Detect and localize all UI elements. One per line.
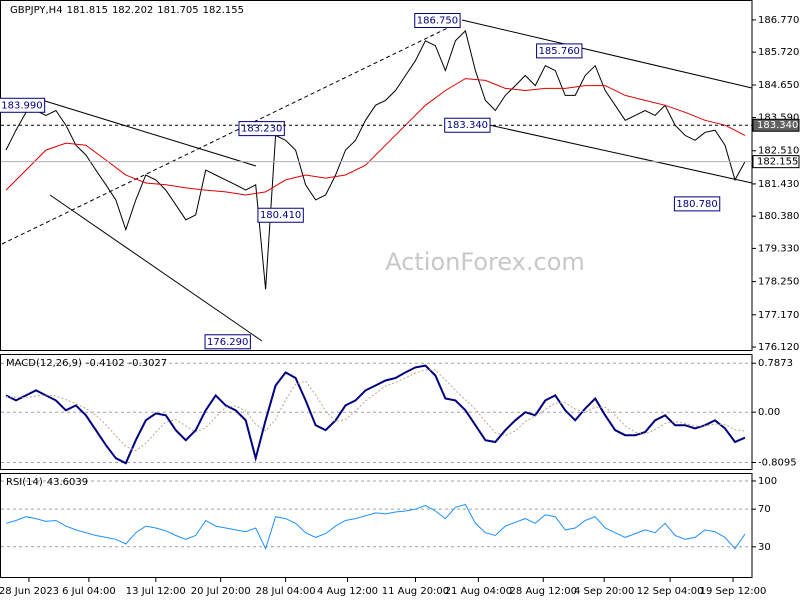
- x-tick-label: 28 Jun 2023: [0, 586, 59, 597]
- signal-value: -0.3027: [129, 358, 168, 369]
- series-line: [5, 503, 746, 551]
- y-tick-label: 185.720: [758, 47, 799, 58]
- axis-price-label: 183.340: [757, 120, 798, 131]
- annotation-box: [414, 13, 461, 29]
- y-tick-label: 180.380: [758, 211, 799, 222]
- annotation-label: 183.230: [241, 124, 282, 135]
- panel-title: MACD(12,26,9) -0.4102 -0.3027: [6, 358, 167, 369]
- open-price: 181.815: [67, 5, 108, 16]
- panel-title: RSI(14) 43.6039: [6, 477, 88, 488]
- x-tick-label: 20 Jul 20:00: [191, 586, 251, 597]
- indicator-name: MACD(12,26,9): [6, 358, 82, 369]
- x-tick-label: 21 Aug 04:00: [445, 586, 512, 597]
- y-tick-label: 0.00: [758, 407, 780, 418]
- panel-frame: [0, 473, 753, 578]
- y-tick-label: 178.250: [758, 277, 799, 288]
- annotation-box: [536, 43, 583, 59]
- x-tick-label: 6 Jul 04:00: [62, 586, 116, 597]
- annotation-box: [444, 117, 491, 133]
- x-tick-label: 4 Aug 12:00: [317, 586, 378, 597]
- y-tick-label: 0.7873: [758, 358, 793, 369]
- axis-price-label: 182.155: [757, 157, 798, 168]
- annotation-label: 180.780: [676, 199, 717, 210]
- y-tick-label: 184.650: [758, 80, 799, 91]
- y-tick-label: 181.430: [758, 179, 799, 190]
- trend-line: [1, 21, 461, 245]
- panel-frame: [0, 354, 753, 470]
- annotation-label: 183.990: [1, 100, 42, 111]
- macd-value: -0.4102: [86, 358, 125, 369]
- axis-price-box: [752, 155, 800, 169]
- y-tick-label: 177.170: [758, 310, 799, 321]
- x-tick-label: 4 Sep 20:00: [574, 586, 634, 597]
- x-tick-label: 13 Jul 12:00: [126, 586, 186, 597]
- indicator-name: RSI(14): [6, 477, 43, 488]
- high-price: 182.202: [112, 5, 153, 16]
- annotation-box: [673, 196, 721, 212]
- rsi-value: 43.6039: [47, 477, 88, 488]
- annotation-label: 176.290: [207, 337, 248, 348]
- x-tick-label: 28 Aug 12:00: [510, 586, 577, 597]
- annotation-label: 185.760: [539, 46, 580, 57]
- symbol: GBPJPY,H4: [10, 5, 63, 16]
- y-tick-label: 182.510: [758, 146, 799, 157]
- annotation-box: [257, 207, 304, 223]
- close-price: 182.155: [203, 5, 244, 16]
- trend-line: [461, 19, 753, 89]
- trend-line: [479, 122, 753, 184]
- y-tick-label: 70: [758, 504, 771, 515]
- annotation-box: [204, 334, 251, 350]
- annotation-label: 183.340: [447, 120, 488, 131]
- y-tick-label: 176.120: [758, 342, 799, 353]
- x-tick-label: 28 Jul 04:00: [256, 586, 316, 597]
- low-price: 181.705: [157, 5, 198, 16]
- panel-frame: [0, 0, 753, 351]
- y-tick-label: 100: [758, 476, 777, 487]
- series-line: [5, 78, 746, 196]
- y-tick-label: 186.770: [758, 15, 799, 26]
- y-tick-label: 179.330: [758, 243, 799, 254]
- x-tick-label: 19 Sep 12:00: [700, 586, 767, 597]
- y-tick-label: 183.590: [758, 113, 799, 124]
- x-tick-label: 12 Sep 04:00: [637, 586, 704, 597]
- chart-title: GBPJPY,H4 181.815 182.202 181.705 182.155: [10, 5, 244, 16]
- annotation-label: 186.750: [417, 16, 458, 27]
- trend-lines: [1, 19, 753, 342]
- y-tick-label: -0.8095: [758, 458, 797, 469]
- watermark: ActionForex.com: [385, 248, 585, 276]
- trend-line: [49, 194, 263, 342]
- x-tick-label: 11 Aug 20:00: [382, 586, 449, 597]
- series-line: [5, 369, 746, 452]
- y-tick-label: 30: [758, 542, 771, 553]
- annotation-box: [0, 97, 46, 113]
- axis-price-box: [752, 118, 800, 132]
- trend-line: [44, 100, 257, 167]
- series-line: [5, 364, 746, 465]
- annotation-label: 180.410: [260, 210, 301, 221]
- series-line: [5, 29, 746, 290]
